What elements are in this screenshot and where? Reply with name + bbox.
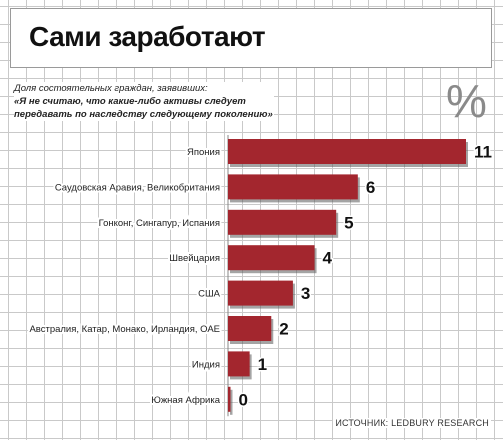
bar-row-6: Индия 1 (190, 351, 269, 380)
bar (228, 351, 250, 377)
category-label: Япония (187, 147, 220, 158)
category-label: Гонконг, Сингапур, Испания (99, 218, 220, 229)
bar (228, 280, 293, 306)
bar-row-1: Саудовская Аравия, Великобритания 6 (53, 174, 377, 203)
data-label: 1 (258, 355, 267, 374)
data-label: 0 (239, 390, 248, 409)
category-label: Индия (192, 359, 220, 370)
bar-row-7: Южная Африка 0 (149, 386, 249, 415)
bar-shadow (230, 389, 233, 415)
chart-subtitle: Доля состоятельных граждан, заявивших: «… (14, 82, 274, 121)
source-note: ИСТОЧНИК: LEDBURY RESEARCH (333, 418, 491, 428)
bar-row-2: Гонконг, Сингапур, Испания 5 (97, 209, 355, 238)
data-label: 11 (474, 143, 492, 162)
bar-row-5: Австралия, Катар, Монако, Ирландия, ОАЕ 2 (27, 316, 290, 344)
category-label: Южная Африка (151, 395, 220, 406)
category-label: США (198, 289, 221, 300)
bar (228, 139, 466, 164)
bar-row-4: США 3 (196, 280, 312, 309)
bar (228, 174, 358, 200)
data-label: 6 (366, 178, 375, 197)
category-label: Саудовская Аравия, Великобритания (55, 182, 220, 193)
title-box: Сами заработают (10, 8, 492, 68)
category-label: Австралия, Катар, Монако, Ирландия, ОАЕ (29, 324, 220, 335)
percent-unit-label: % (446, 75, 487, 127)
data-label: 3 (301, 284, 310, 303)
page-title: Сами заработают (29, 21, 266, 52)
data-label: 2 (279, 320, 288, 339)
category-label: Швейцария (169, 253, 220, 264)
bar (228, 245, 315, 271)
bar-row-3: Швейцария 4 (167, 245, 334, 274)
subtitle-line-2: «Я не считаю, что какие-либо активы след… (14, 96, 273, 120)
bar-row-0: Япония 11 (185, 139, 493, 167)
data-label: 5 (344, 213, 353, 232)
bar (228, 386, 231, 412)
subtitle-line-1: Доля состоятельных граждан, заявивших: (14, 83, 208, 94)
bar (228, 209, 337, 235)
data-label: 4 (323, 249, 333, 268)
bar (228, 316, 272, 341)
